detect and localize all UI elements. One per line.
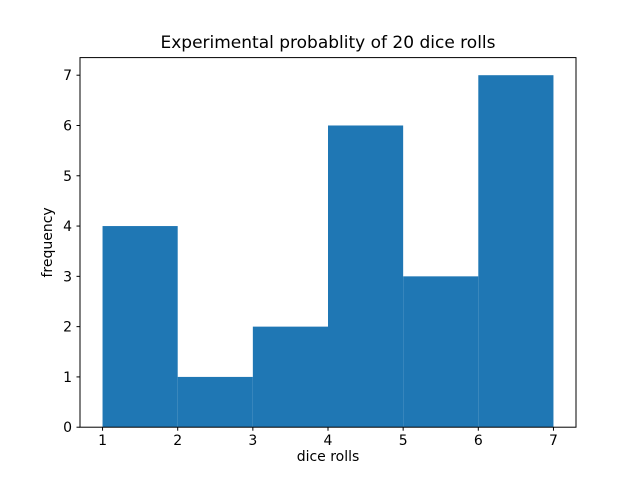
bars-group xyxy=(102,75,554,428)
y-axis-ticks: 0 1 2 3 4 5 6 7 xyxy=(63,68,80,436)
x-tick-label: 6 xyxy=(474,433,483,449)
histogram-bar xyxy=(177,376,253,428)
histogram-bar xyxy=(328,125,404,428)
histogram-bar xyxy=(252,326,328,428)
x-tick-label: 2 xyxy=(173,433,182,449)
y-tick-label: 6 xyxy=(63,118,72,134)
y-axis-label: frequency xyxy=(40,207,56,277)
x-axis-label: dice rolls xyxy=(297,449,360,465)
histogram-bar xyxy=(403,276,479,428)
y-tick-label: 3 xyxy=(63,269,72,285)
y-tick-label: 4 xyxy=(63,219,72,235)
y-tick-label: 2 xyxy=(63,320,72,336)
histogram-bar xyxy=(102,226,178,428)
x-tick-label: 3 xyxy=(248,433,257,449)
y-tick-label: 5 xyxy=(63,169,72,185)
x-tick-label: 4 xyxy=(324,433,333,449)
y-tick-label: 7 xyxy=(63,68,72,84)
x-tick-label: 5 xyxy=(399,433,408,449)
y-tick-label: 1 xyxy=(63,370,72,386)
histogram-bar xyxy=(478,75,554,428)
x-axis-ticks: 1 2 3 4 5 6 7 xyxy=(98,427,558,449)
chart-title: Experimental probablity of 20 dice rolls xyxy=(160,33,495,53)
x-tick-label: 7 xyxy=(549,433,558,449)
x-tick-label: 1 xyxy=(98,433,107,449)
y-tick-label: 0 xyxy=(63,420,72,436)
